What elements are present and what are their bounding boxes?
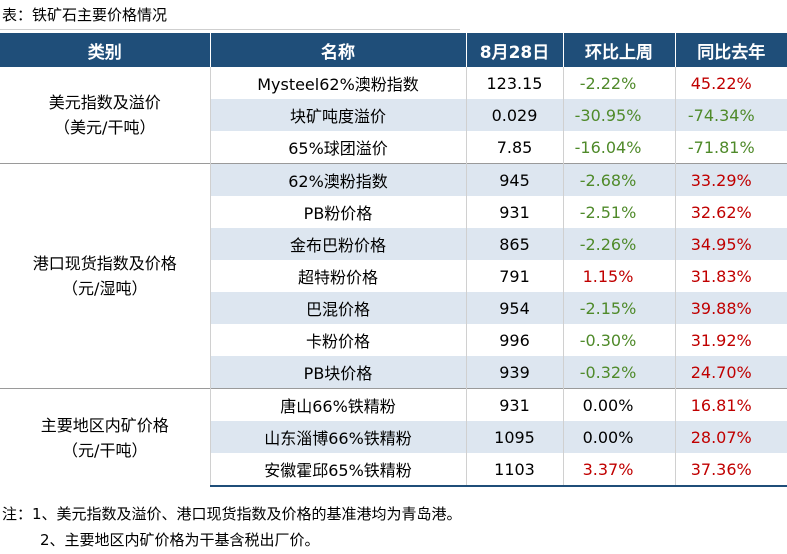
year-on-year-change: 34.95% [674, 228, 787, 260]
price-value: 1095 [465, 421, 563, 453]
year-on-year-change: 39.88% [674, 292, 787, 324]
price-value: 945 [465, 163, 563, 196]
year-on-year-change: -71.81% [674, 131, 787, 164]
table-row: 金布巴粉价格 865 -2.26% 34.95% [0, 228, 787, 260]
week-on-week-change: -30.95% [562, 99, 675, 131]
price-value: 939 [465, 356, 563, 389]
item-name: PB粉价格 [209, 196, 466, 228]
year-on-year-change: 37.36% [674, 453, 787, 487]
footnote-1: 注：1、美元指数及溢价、港口现货指数及价格的基准港均为青岛港。 [2, 505, 462, 523]
item-name: 超特粉价格 [209, 260, 466, 292]
year-on-year-change: 28.07% [674, 421, 787, 453]
week-on-week-change: 0.00% [562, 388, 675, 421]
category-unit: （元/湿吨） [62, 279, 148, 298]
table-row: 美元指数及溢价 （美元/干吨） Mysteel62%澳粉指数 123.15 -2.22%… [0, 67, 787, 164]
table-row: 65%球团溢价 7.85 -16.04% -71.81% [0, 131, 787, 164]
caption-divider [0, 29, 460, 30]
price-value: 865 [465, 228, 563, 260]
category-cell: 港口现货指数及价格 （元/湿吨） [0, 163, 210, 389]
table-row: PB粉价格 931 -2.51% 32.62% [0, 196, 787, 228]
week-on-week-change: -2.51% [562, 196, 675, 228]
week-on-week-change: -0.30% [562, 324, 675, 356]
table-row: 超特粉价格 791 1.15% 31.83% [0, 260, 787, 292]
year-on-year-change: -74.34% [674, 99, 787, 131]
table-row: 港口现货指数及价格 （元/湿吨） 62%澳粉指数 945 -2.68% 33.29% [0, 163, 787, 389]
item-name: 62%澳粉指数 [209, 163, 466, 196]
table-row: 块矿吨度溢价 0.029 -30.95% -74.34% [0, 99, 787, 131]
year-on-year-change: 31.83% [674, 260, 787, 292]
item-name: 山东淄博66%铁精粉 [209, 421, 466, 453]
table-row: 安徽霍邱65%铁精粉 1103 3.37% 37.36% [0, 453, 787, 487]
price-value: 791 [465, 260, 563, 292]
header-yoy: 同比去年 [674, 33, 787, 67]
footnote-2: 2、主要地区内矿价格为干基含税出厂价。 [40, 531, 320, 549]
week-on-week-change: -2.26% [562, 228, 675, 260]
price-value: 0.029 [465, 99, 563, 131]
category-cell: 美元指数及溢价 （美元/干吨） [0, 67, 210, 164]
table-caption: 表：铁矿石主要价格情况 [2, 6, 168, 24]
category-unit: （美元/干吨） [54, 118, 156, 137]
year-on-year-change: 32.62% [674, 196, 787, 228]
category-cell: 主要地区内矿价格 （元/干吨） [0, 388, 210, 486]
header-name: 名称 [209, 33, 466, 67]
category-label: 港口现货指数及价格 [32, 254, 177, 273]
week-on-week-change: 0.00% [562, 421, 675, 453]
price-value: 7.85 [465, 131, 563, 164]
item-name: 唐山66%铁精粉 [209, 388, 466, 421]
item-name: 65%球团溢价 [209, 131, 466, 164]
item-name: 安徽霍邱65%铁精粉 [209, 453, 466, 487]
category-unit: （元/干吨） [62, 440, 148, 460]
week-on-week-change: -2.68% [562, 163, 675, 196]
item-name: 金布巴粉价格 [209, 228, 466, 260]
table-row: 主要地区内矿价格 （元/干吨） 唐山66%铁精粉 931 0.00% 16.81% [0, 388, 787, 486]
week-on-week-change: 1.15% [562, 260, 675, 292]
category-label: 美元指数及溢价 [48, 93, 161, 112]
year-on-year-change: 33.29% [674, 163, 787, 196]
price-value: 123.15 [465, 67, 563, 99]
header-category: 类别 [0, 33, 210, 67]
table-body: 美元指数及溢价 （美元/干吨） Mysteel62%澳粉指数 123.15 -2.22%… [0, 67, 787, 487]
item-name: 巴混价格 [209, 292, 466, 324]
iron-ore-price-table: 类别 名称 8月28日 环比上周 同比去年 美元指数及溢价 （美元/干吨） Myst… [0, 33, 787, 487]
table-row: PB块价格 939 -0.32% 24.70% [0, 356, 787, 389]
week-on-week-change: -2.15% [562, 292, 675, 324]
price-value: 996 [465, 324, 563, 356]
item-name: Mysteel62%澳粉指数 [209, 67, 466, 99]
header-date: 8月28日 [465, 33, 563, 67]
item-name: PB块价格 [209, 356, 466, 389]
category-label: 主要地区内矿价格 [40, 415, 169, 435]
item-name: 卡粉价格 [209, 324, 466, 356]
year-on-year-change: 45.22% [674, 67, 787, 99]
table-row: 山东淄博66%铁精粉 1095 0.00% 28.07% [0, 421, 787, 453]
year-on-year-change: 16.81% [674, 388, 787, 421]
header-wow: 环比上周 [562, 33, 675, 67]
table-row: 卡粉价格 996 -0.30% 31.92% [0, 324, 787, 356]
price-value: 954 [465, 292, 563, 324]
table-header-row: 类别 名称 8月28日 环比上周 同比去年 [0, 33, 787, 67]
price-value: 931 [465, 388, 563, 421]
year-on-year-change: 31.92% [674, 324, 787, 356]
item-name: 块矿吨度溢价 [209, 99, 466, 131]
price-value: 931 [465, 196, 563, 228]
table-row: 巴混价格 954 -2.15% 39.88% [0, 292, 787, 324]
footnotes: 注：1、美元指数及溢价、港口现货指数及价格的基准港均为青岛港。 2、主要地区内矿… [2, 501, 462, 553]
week-on-week-change: -0.32% [562, 356, 675, 389]
year-on-year-change: 24.70% [674, 356, 787, 389]
price-value: 1103 [465, 453, 563, 487]
week-on-week-change: 3.37% [562, 453, 675, 487]
week-on-week-change: -16.04% [562, 131, 675, 164]
week-on-week-change: -2.22% [562, 67, 675, 99]
